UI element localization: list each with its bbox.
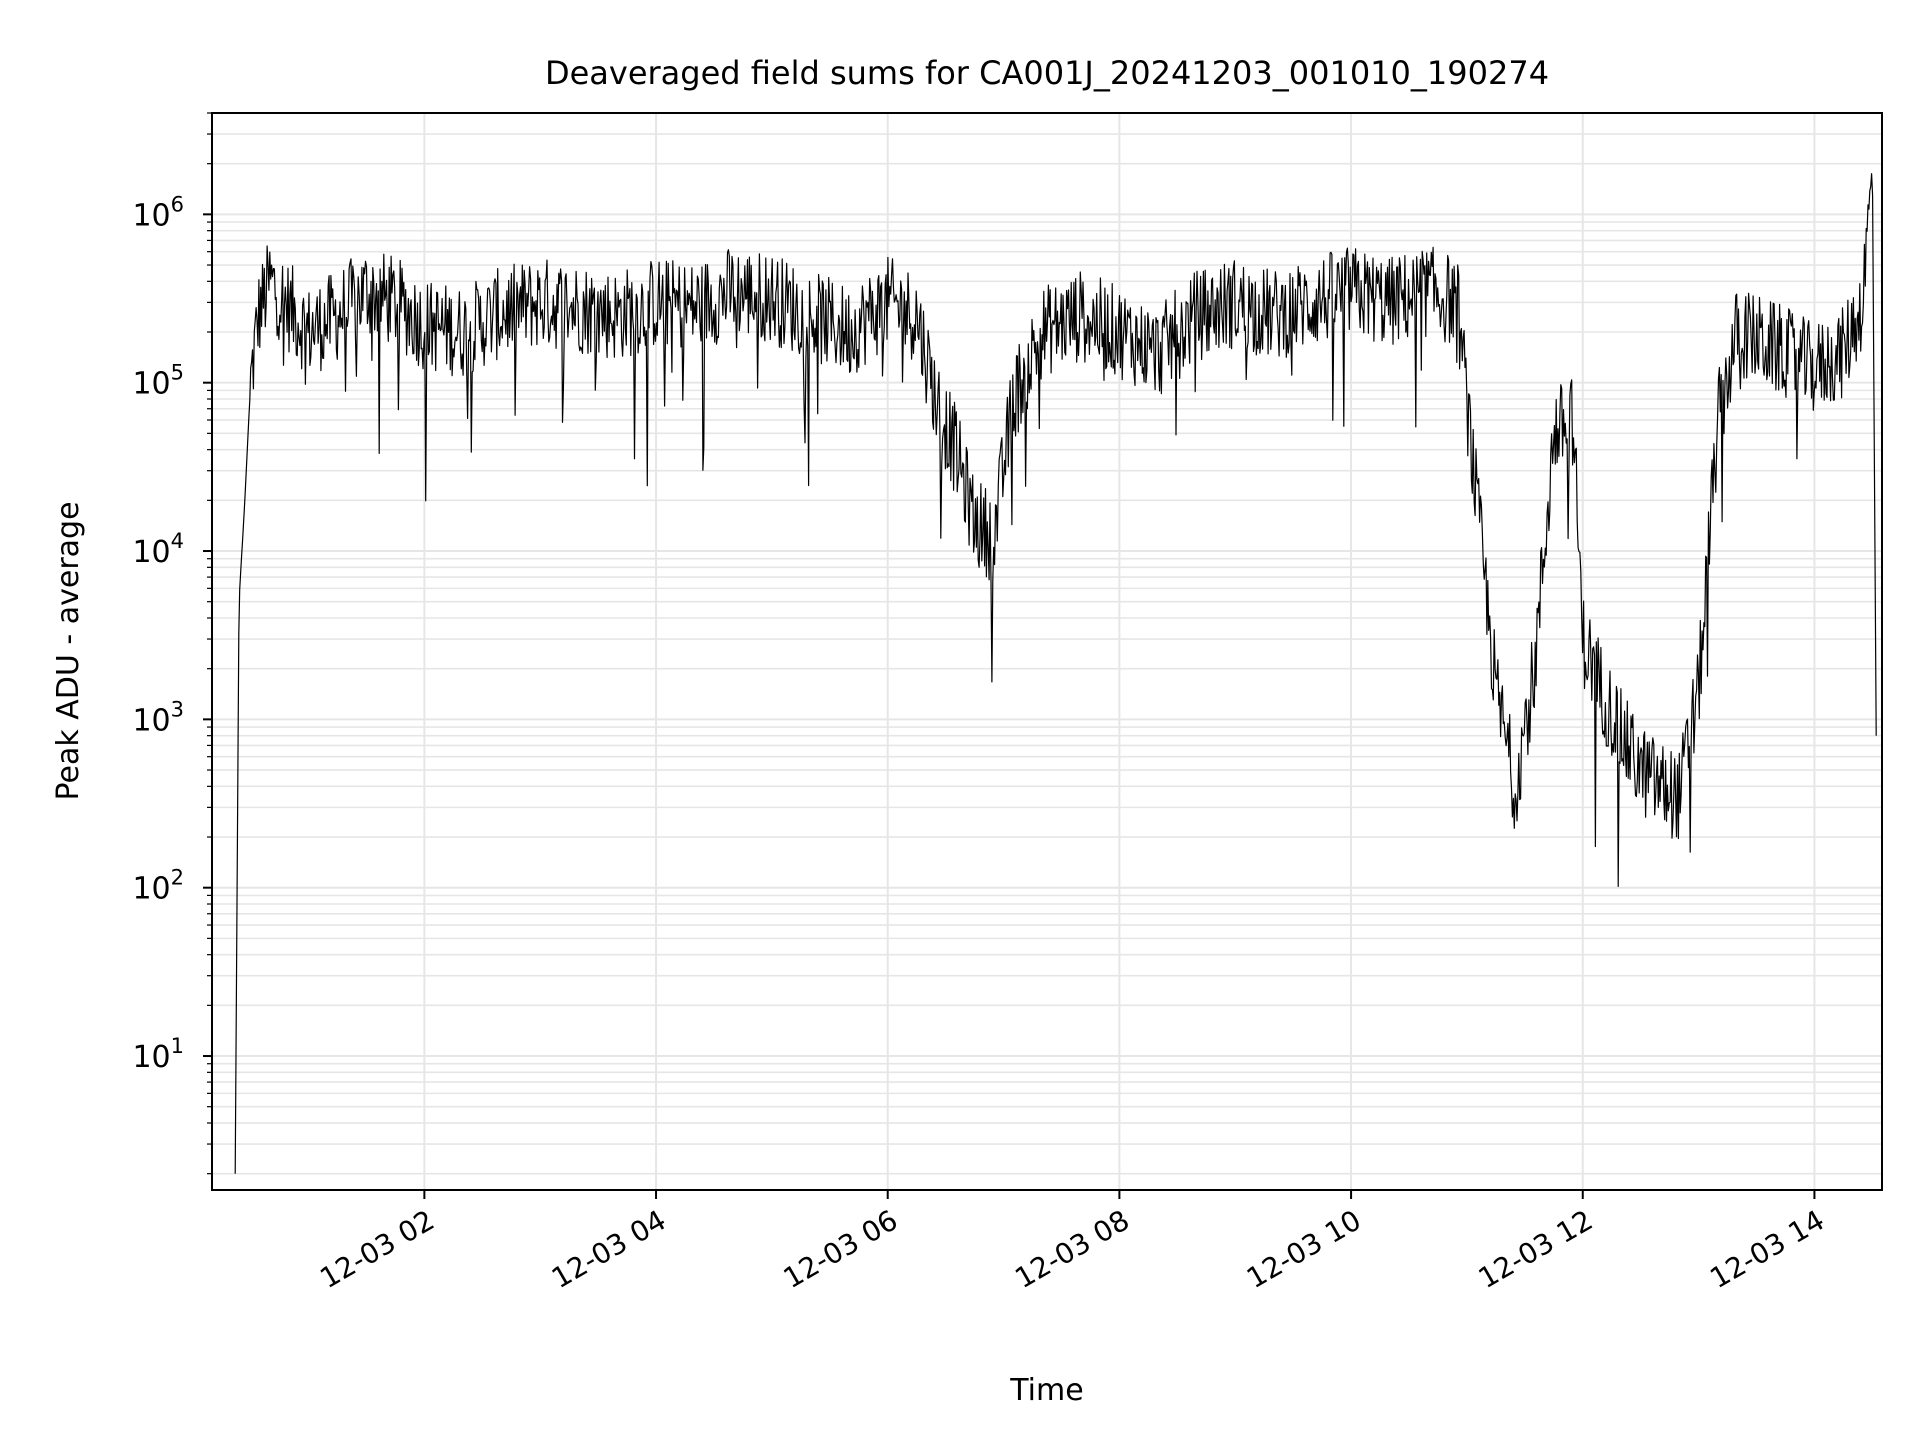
y-tick-label: 105 <box>132 361 184 402</box>
y-tick-exponent: 2 <box>171 866 184 890</box>
y-tick-label: 103 <box>132 697 184 738</box>
y-tick-exponent: 4 <box>171 529 184 553</box>
y-tick-label: 106 <box>132 192 184 233</box>
y-axis-label: Peak ADU - average <box>51 501 86 800</box>
y-tick-base: 10 <box>132 703 170 738</box>
y-tick-base: 10 <box>132 367 170 402</box>
y-tick-label: 102 <box>132 866 184 907</box>
y-tick-base: 10 <box>132 1040 170 1075</box>
y-tick-base: 10 <box>132 535 170 570</box>
plot-frame <box>211 112 1883 1191</box>
y-tick-exponent: 3 <box>171 697 184 721</box>
y-tick-exponent: 6 <box>171 192 184 216</box>
series-layer <box>234 173 1877 1174</box>
series-line <box>234 173 1877 1174</box>
y-tick-label: 101 <box>132 1034 184 1075</box>
chart-title: Deaveraged field sums for CA001J_2024120… <box>545 54 1549 92</box>
y-tick-base: 10 <box>132 872 170 907</box>
y-tick-exponent: 5 <box>171 361 184 385</box>
x-axis-label: Time <box>1009 1373 1083 1408</box>
y-tick-exponent: 1 <box>171 1034 184 1058</box>
y-tick-base: 10 <box>132 198 170 233</box>
y-tick-label: 104 <box>132 529 184 570</box>
